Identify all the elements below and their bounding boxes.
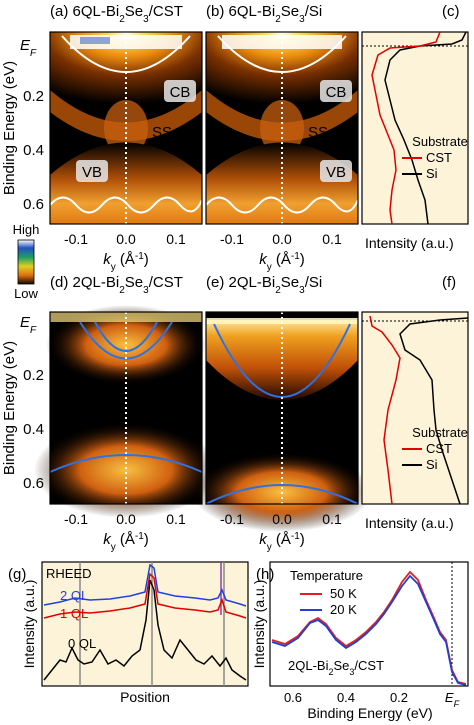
row2-xaxis: -0.1 0.0 0.1 -0.1 0.0 0.1 ky (Å-1) ky (Å… — [64, 511, 342, 553]
row1b-xlabel: ky (Å-1) — [259, 251, 305, 273]
panel-d-title: (d) 2QL-Bi2Se3/CST — [50, 274, 183, 296]
row1a-xtick-3: 0.1 — [166, 231, 186, 247]
panel-h-xtick-2: 0.4 — [337, 690, 355, 705]
panel-c-label: (c) — [442, 3, 460, 20]
row2-ytick-1: 0.2 — [23, 367, 44, 384]
panel-b-title: (b) 6QL-Bi2Se3/Si — [206, 3, 322, 25]
panel-b-cb-label: CB — [326, 84, 347, 101]
panel-e-arpes — [192, 311, 372, 532]
panel-h-ef: EF — [445, 690, 460, 709]
row2-yaxis: EF 0.2 0.4 0.6 Binding Energy (eV) — [1, 314, 44, 492]
row1-ytick-1: 0.2 — [23, 88, 44, 105]
row1-ylabel: Binding Energy (eV) — [1, 61, 18, 195]
colorbar: High Low — [13, 222, 40, 301]
panel-a-cb-label: CB — [170, 84, 191, 101]
colorbar-low: Low — [14, 286, 38, 301]
panel-h-xaxis: 0.6 0.4 0.2 EF Binding Energy (eV) — [284, 690, 460, 721]
row2e-xlabel: ky (Å-1) — [259, 531, 305, 553]
panel-h-sample: 2QL-Bi2Se3/CST — [288, 658, 384, 677]
panel-c-legend-si: Si — [426, 166, 438, 181]
panel-c-legend-cst: CST — [426, 150, 452, 165]
panel-f-legend-title: Substrate — [412, 425, 468, 440]
panel-d-valence-band — [49, 454, 203, 473]
panel-h-label: (h) — [256, 566, 274, 583]
panel-c-edc: Substrate CST Si — [361, 31, 469, 225]
panel-b-arpes: CB SS VB — [205, 31, 359, 225]
row2d-xtick-1: -0.1 — [64, 511, 88, 527]
row2-ytick-3: 0.6 — [23, 475, 44, 492]
panel-h-20k-curve — [271, 574, 467, 686]
colorbar-high: High — [13, 222, 40, 237]
panel-g-2ql-curve — [43, 563, 247, 607]
panel-h-legend-20k: 20 K — [330, 602, 357, 617]
panel-h-xtick-3: 0.2 — [390, 690, 408, 705]
panel-f-xlabel: Intensity (a.u.) — [365, 515, 454, 531]
panel-a-ss-label: SS — [152, 124, 172, 141]
row2e-xtick-2: 0.0 — [272, 511, 292, 527]
panel-h-50k-curve — [271, 570, 467, 685]
panel-b-vb-label: VB — [326, 164, 346, 181]
row1-xaxis: -0.1 0.0 0.1 -0.1 0.0 0.1 ky (Å-1) ky (Å… — [64, 231, 342, 273]
panel-h-xlabel: Binding Energy (eV) — [307, 705, 432, 721]
panel-e-valence-band — [205, 484, 359, 505]
panel-g-2ql-label: 2 QL — [60, 588, 88, 603]
panel-d-arpes — [34, 305, 218, 518]
row1-ef: EF — [20, 37, 37, 59]
row1-ytick-2: 0.4 — [23, 142, 44, 159]
panel-b-ss-label: SS — [308, 124, 328, 141]
panel-f-legend-cst: CST — [426, 441, 452, 456]
panel-f-label: (f) — [442, 274, 456, 291]
panel-b-valence-curve — [205, 196, 359, 214]
panel-a-arpes: CB SS VB — [49, 31, 203, 225]
panel-g-0ql-curve — [43, 579, 247, 681]
panel-g-1ql-curve — [43, 572, 247, 619]
panel-h-ylabel: Intensity (a.u.) — [251, 580, 267, 669]
row1b-xtick-1: -0.1 — [220, 231, 244, 247]
row2d-xlabel: ky (Å-1) — [103, 531, 149, 553]
panel-a-title: (a) 6QL-Bi2Se3/CST — [50, 3, 183, 25]
panel-c-si-curve — [384, 31, 467, 225]
panel-c-cst-curve — [371, 31, 441, 225]
panel-f-legend-si: Si — [426, 457, 438, 472]
panel-g-0ql-label: 0 QL — [68, 636, 96, 651]
panel-f-edc: Substrate CST Si — [361, 311, 469, 505]
row2-ytick-2: 0.4 — [23, 421, 44, 438]
panel-a-valence-curve — [49, 196, 203, 214]
row1-ytick-3: 0.6 — [23, 196, 44, 213]
panel-g-1ql-label: 1 QL — [60, 606, 88, 621]
row2-ylabel: Binding Energy (eV) — [1, 341, 18, 475]
panel-g-xlabel: Position — [120, 689, 170, 705]
panel-h-legend-50k: 50 K — [330, 586, 357, 601]
panel-g-ylabel: Intensity (a.u.) — [21, 580, 37, 669]
panel-c-legend-title: Substrate — [412, 134, 468, 149]
panel-e-conduction-band — [213, 323, 351, 398]
panel-g-label: (g) — [8, 566, 26, 583]
panel-g-rheed-title: RHEED — [46, 566, 92, 581]
panel-a-vb-label: VB — [82, 164, 102, 181]
panel-h-temperature: Temperature 50 K 20 K 2QL-Bi2Se3/CST — [269, 561, 469, 687]
panel-f-cst-curve — [369, 315, 401, 505]
row2e-xtick-3: 0.1 — [322, 511, 342, 527]
row1a-xtick-1: -0.1 — [64, 231, 88, 247]
panel-h-legend-title: Temperature — [290, 568, 363, 583]
panel-e-title: (e) 2QL-Bi2Se3/Si — [206, 274, 322, 296]
row2d-xtick-3: 0.1 — [166, 511, 186, 527]
panel-f-si-curve — [399, 317, 469, 505]
panel-h-xtick-1: 0.6 — [284, 690, 302, 705]
panel-c-xlabel: Intensity (a.u.) — [365, 235, 454, 251]
row2e-xtick-1: -0.1 — [220, 511, 244, 527]
row1b-xtick-2: 0.0 — [272, 231, 292, 247]
row1a-xtick-2: 0.0 — [116, 231, 136, 247]
panel-g-rheed: RHEED 2 QL 1 QL 0 QL — [41, 561, 249, 687]
row1a-xlabel: ky (Å-1) — [103, 251, 149, 273]
row2-ef: EF — [20, 314, 37, 336]
panel-d-inner-band — [94, 321, 158, 352]
row2d-xtick-2: 0.0 — [116, 511, 136, 527]
row1-yaxis: EF 0.2 0.4 0.6 Binding Energy (eV) — [1, 37, 44, 213]
row1b-xtick-3: 0.1 — [322, 231, 342, 247]
